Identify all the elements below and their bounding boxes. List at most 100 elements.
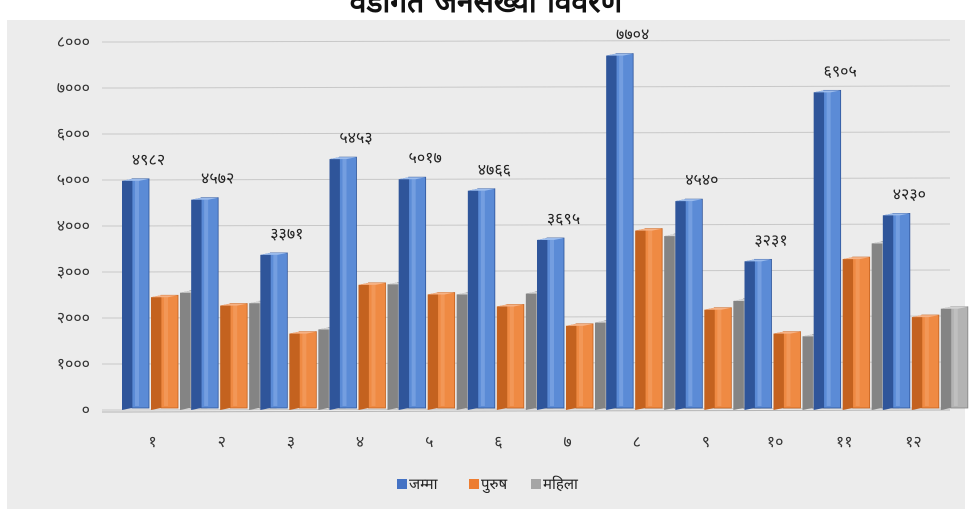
bar-total-1 bbox=[122, 178, 150, 410]
bar-highlight bbox=[411, 179, 416, 406]
bar-highlight bbox=[757, 261, 762, 406]
bar-side bbox=[122, 178, 132, 410]
gridline-3000 bbox=[101, 269, 951, 273]
bar-side bbox=[595, 320, 605, 410]
bar-highlight bbox=[717, 309, 722, 406]
data-label: ३३७१ bbox=[270, 224, 303, 243]
bar-side bbox=[180, 290, 190, 410]
data-label: ४२३० bbox=[893, 184, 926, 203]
bar-side bbox=[704, 307, 715, 410]
bar-side bbox=[191, 197, 202, 410]
bar-highlight bbox=[233, 305, 238, 406]
bar-highlight bbox=[619, 55, 624, 407]
bar-male-3 bbox=[289, 331, 317, 410]
bar-top bbox=[566, 323, 593, 326]
bar-top bbox=[675, 199, 703, 202]
gridline-4000 bbox=[101, 223, 951, 227]
bar-front bbox=[160, 294, 179, 409]
bar-front bbox=[921, 314, 940, 409]
x-tick-label: १ bbox=[148, 432, 156, 451]
bar-side bbox=[220, 303, 231, 410]
bar-male-9 bbox=[704, 307, 732, 410]
bar-total-12 bbox=[882, 213, 911, 410]
bar-side bbox=[329, 157, 340, 410]
bar-side bbox=[537, 238, 547, 410]
bar-top bbox=[940, 306, 968, 309]
gridline-8000 bbox=[101, 39, 951, 43]
bar-male-10 bbox=[773, 331, 801, 410]
y-tick-label: ५००० bbox=[57, 170, 90, 189]
bar-front bbox=[823, 89, 842, 409]
bar-male-1 bbox=[151, 294, 179, 410]
bar-side bbox=[566, 323, 576, 410]
bar-side bbox=[427, 292, 438, 410]
bar-front bbox=[131, 178, 150, 409]
bar-top bbox=[289, 331, 317, 334]
y-tick-label: २००० bbox=[57, 308, 90, 327]
bar-top bbox=[191, 197, 219, 200]
bar-male-6 bbox=[496, 304, 525, 410]
bar-total-6 bbox=[467, 188, 496, 410]
bar-highlight bbox=[550, 240, 554, 406]
gridline-6000 bbox=[101, 131, 951, 135]
bar-front bbox=[506, 304, 525, 409]
bar-top bbox=[606, 53, 634, 56]
bar-side bbox=[456, 292, 467, 410]
bar-front bbox=[783, 331, 801, 409]
x-tick-label: ४ bbox=[356, 432, 364, 451]
x-tick-label: १२ bbox=[905, 432, 922, 451]
gridline-7000 bbox=[101, 85, 951, 89]
bar-highlight bbox=[895, 215, 900, 406]
bar-top bbox=[122, 178, 149, 181]
bar-front bbox=[892, 213, 911, 409]
bar-highlight bbox=[273, 254, 278, 406]
bar-side bbox=[675, 199, 686, 410]
bar-front bbox=[713, 307, 732, 409]
bar-side bbox=[249, 301, 260, 410]
bar-side bbox=[260, 252, 271, 410]
bar-male-8 bbox=[635, 228, 663, 410]
bar-highlight bbox=[509, 306, 514, 406]
bar-highlight bbox=[688, 201, 693, 406]
x-tick-label: ८ bbox=[633, 432, 641, 451]
data-label: ३२३१ bbox=[754, 230, 787, 249]
data-label: ५०१७ bbox=[409, 148, 442, 167]
bar-front bbox=[684, 198, 703, 409]
bar-top bbox=[427, 292, 455, 295]
bar-side bbox=[842, 257, 853, 410]
bar-top bbox=[744, 259, 772, 262]
bar-front bbox=[368, 282, 386, 409]
bar-total-11 bbox=[813, 89, 842, 411]
axis-floor bbox=[101, 409, 951, 413]
y-tick-label: ६००० bbox=[57, 124, 90, 143]
bar-front bbox=[852, 256, 871, 409]
x-tick-label: ३ bbox=[287, 432, 295, 451]
bar-side bbox=[882, 213, 893, 410]
bar-highlight bbox=[440, 294, 445, 406]
x-tick-label: ७ bbox=[563, 432, 571, 451]
bar-top bbox=[467, 188, 495, 191]
bar-male-11 bbox=[842, 256, 871, 410]
data-label: ४९८२ bbox=[132, 150, 165, 169]
bar-highlight bbox=[302, 333, 307, 406]
bar-side bbox=[467, 188, 478, 410]
data-label: ४७६६ bbox=[478, 160, 511, 179]
bar-total-3 bbox=[260, 252, 288, 410]
bar-front bbox=[269, 252, 288, 409]
y-tick-label: ७००० bbox=[57, 78, 90, 97]
x-tick-label: ५ bbox=[425, 432, 433, 451]
bar-front bbox=[200, 197, 219, 409]
legend-label: जम्मा bbox=[409, 475, 439, 493]
bar-highlight bbox=[786, 333, 791, 406]
bar-top bbox=[773, 331, 801, 334]
bar-top bbox=[358, 282, 386, 285]
bar-highlight bbox=[135, 180, 139, 406]
x-tick-label: १० bbox=[767, 432, 784, 451]
bar-male-2 bbox=[220, 303, 248, 410]
bar-side bbox=[606, 53, 617, 411]
bar-side bbox=[387, 282, 398, 410]
bar-side bbox=[289, 331, 300, 410]
bar-total-10 bbox=[744, 258, 772, 410]
bar-side bbox=[911, 315, 922, 410]
bar-top bbox=[398, 177, 426, 180]
